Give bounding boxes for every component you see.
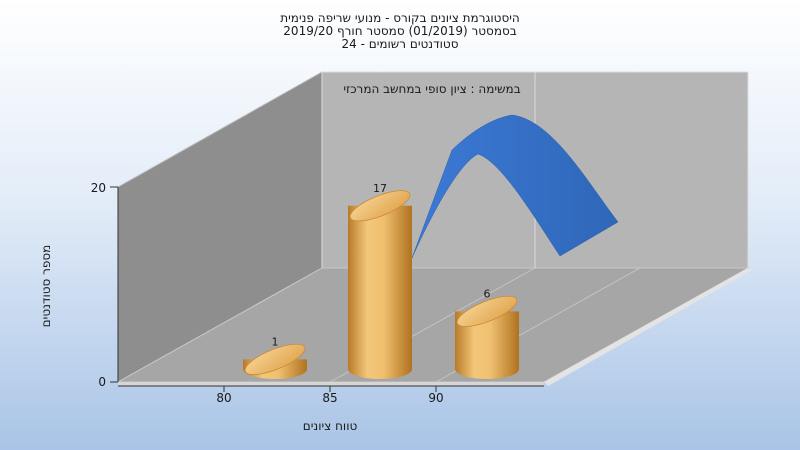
plot-area: [116, 71, 752, 386]
y-axis: 20 0: [91, 181, 119, 389]
bars: [243, 190, 519, 379]
chart-title: היסטוגרמת ציונים בקורס - מנועי שריפה פני…: [280, 11, 520, 51]
bar-value-label: 17: [373, 182, 387, 195]
floor-side-edge: [544, 268, 752, 386]
distribution-curve: [411, 114, 619, 259]
data-labels: 1 17 6: [272, 182, 491, 349]
x-axis: 80 85 90: [118, 385, 544, 405]
bar-cap: [349, 190, 411, 222]
x-tick-label: 80: [216, 391, 231, 405]
histogram-bar: [455, 295, 519, 379]
bar-value-label: 6: [484, 287, 491, 300]
bar-cap: [456, 295, 518, 327]
title-line-2: בסמסטר (01/2019) סמסטר חורף 2019/20: [283, 24, 516, 38]
bar-cap: [244, 343, 306, 375]
x-axis-title: טווח ציונים: [303, 419, 358, 433]
bar-value-label: 1: [272, 335, 279, 348]
bar-body: [348, 205, 412, 379]
histogram-bar: [243, 343, 307, 379]
histogram-bar: [348, 190, 412, 379]
y-axis-title: מספר סטודנטים: [39, 245, 53, 328]
title-line-3: סטודנטים רשומים - 24: [341, 37, 458, 51]
floor-edge: [118, 382, 544, 386]
y-tick-label: 0: [98, 375, 106, 389]
bar-body: [455, 311, 519, 379]
chart-subtitle: במשימה : ציון סופי במחשב המרכזי: [343, 82, 520, 96]
x-tick-label: 85: [322, 391, 337, 405]
y-tick-label: 20: [91, 181, 106, 195]
x-tick-label: 90: [428, 391, 443, 405]
title-line-1: היסטוגרמת ציונים בקורס - מנועי שריפה פני…: [280, 11, 520, 25]
